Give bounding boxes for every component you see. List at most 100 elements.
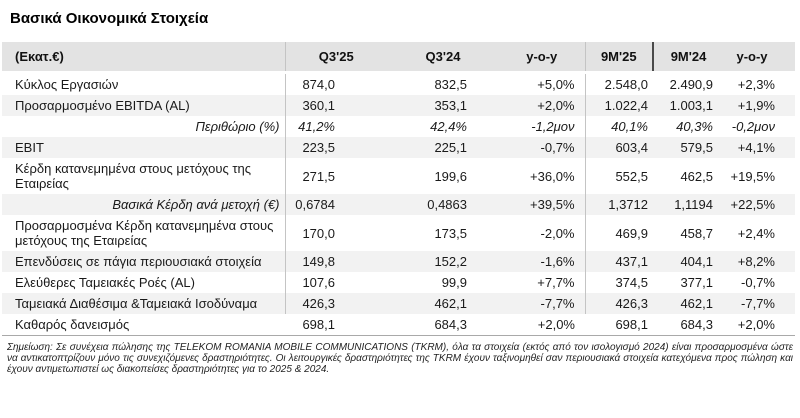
cell-q3-25: 426,3 bbox=[302, 296, 335, 311]
table-row: Κύκλος Εργασιών 874,0 832,5 +5,0% 2.548,… bbox=[2, 72, 795, 95]
table-header-row: (Εκατ.€) Q3'25 Q3'24 y-o-y 9M'25 9M'24 y… bbox=[2, 42, 795, 74]
footnote: Σημείωση: Σε συνέχεια πώλησης της TELEKO… bbox=[7, 342, 793, 375]
cell-q3-24: 684,3 bbox=[434, 317, 467, 332]
cell-q3-24: 353,1 bbox=[434, 98, 467, 113]
cell-q3-25: 0,6784 bbox=[295, 197, 335, 212]
cell-q3-25: 170,0 bbox=[302, 225, 335, 241]
cell-yoy-9m: +19,5% bbox=[730, 168, 775, 184]
row-label: Ταμειακά Διαθέσιμα &Ταμειακά Ισοδύναμα bbox=[2, 293, 286, 314]
cell-9m-24: 40,3% bbox=[676, 119, 713, 134]
cell-yoy-quarter: +5,0% bbox=[499, 72, 586, 95]
cell-yoy-quarter: +2,0% bbox=[499, 95, 586, 116]
col-header-unit: (Εκατ.€) bbox=[2, 42, 286, 74]
cell-yoy-quarter: -2,0% bbox=[499, 215, 586, 251]
cell-yoy-9m: +2,4% bbox=[737, 225, 775, 241]
row-label: Ελεύθερες Ταμειακές Ροές (AL) bbox=[2, 272, 286, 293]
col-header-9m-24: 9M'24 bbox=[653, 42, 723, 74]
cell-q3-24: 152,2 bbox=[434, 254, 467, 269]
cell-q3-24: 199,6 bbox=[434, 168, 467, 184]
table-body: Κύκλος Εργασιών 874,0 832,5 +5,0% 2.548,… bbox=[2, 72, 795, 336]
cell-q3-24: 225,1 bbox=[434, 140, 467, 155]
col-header-q3-25: Q3'25 bbox=[285, 42, 387, 74]
cell-yoy-quarter: -1,6% bbox=[499, 251, 586, 272]
cell-9m-24: 1.003,1 bbox=[669, 98, 713, 113]
cell-yoy-quarter: +39,5% bbox=[499, 194, 586, 215]
table-row: Βασικά Κέρδη ανά μετοχή (€) 0,6784 0,486… bbox=[2, 194, 795, 215]
cell-9m-25: 603,4 bbox=[615, 140, 648, 155]
cell-yoy-quarter: -7,7% bbox=[499, 293, 586, 314]
row-label: Καθαρός δανεισμός bbox=[15, 317, 130, 332]
cell-9m-25: 469,9 bbox=[615, 225, 648, 241]
table-row: Ταμειακά Διαθέσιμα &Ταμειακά Ισοδύναμα 4… bbox=[2, 293, 795, 314]
cell-9m-25: 1.022,4 bbox=[604, 98, 648, 113]
row-label: Προσαρμοσμένα Κέρδη κατανεμημένα στους μ… bbox=[2, 215, 286, 251]
col-header-yoy-quarter: y-o-y bbox=[499, 42, 586, 74]
row-label: Βασικά Κέρδη ανά μετοχή (€) bbox=[2, 194, 286, 215]
cell-9m-25: 1,3712 bbox=[608, 197, 648, 212]
cell-9m-24: 462,5 bbox=[680, 168, 713, 184]
row-label: Επενδύσεις σε πάγια περιουσιακά στοιχεία bbox=[2, 251, 286, 272]
cell-q3-25: 41,2% bbox=[298, 119, 335, 134]
col-header-q3-24: Q3'24 bbox=[387, 42, 499, 74]
cell-yoy-quarter: +7,7% bbox=[499, 272, 586, 293]
cell-q3-24: 832,5 bbox=[434, 77, 467, 92]
cell-9m-24: 377,1 bbox=[680, 275, 713, 290]
cell-yoy-9m: -0,7% bbox=[741, 275, 775, 290]
cell-yoy-9m: +2,3% bbox=[737, 77, 775, 92]
cell-yoy-9m: -7,7% bbox=[741, 296, 775, 311]
cell-yoy-9m: +2,0% bbox=[737, 317, 775, 332]
page-title: Βασικά Οικονομικά Στοιχεία bbox=[10, 10, 209, 27]
col-header-yoy-9m: y-o-y bbox=[723, 42, 795, 74]
table-row: Προσαρμοσμένα Κέρδη κατανεμημένα στους μ… bbox=[2, 215, 795, 251]
cell-q3-25: 360,1 bbox=[302, 98, 335, 113]
table-row: Περιθώριο (%) 41,2% 42,4% -1,2μον 40,1% … bbox=[2, 116, 795, 137]
table-row: Κέρδη κατανεμημένα στους μετόχους της Ετ… bbox=[2, 158, 795, 194]
cell-q3-24: 99,9 bbox=[441, 275, 467, 290]
table-row: EBIT 223,5 225,1 -0,7% 603,4 579,5 +4,1% bbox=[2, 137, 795, 158]
cell-yoy-9m: -0,2μον bbox=[731, 119, 775, 134]
cell-q3-24: 42,4% bbox=[430, 119, 467, 134]
cell-9m-24: 684,3 bbox=[680, 317, 713, 332]
cell-yoy-9m: +4,1% bbox=[737, 140, 775, 155]
table-row: Επενδύσεις σε πάγια περιουσιακά στοιχεία… bbox=[2, 251, 795, 272]
table-row: Ελεύθερες Ταμειακές Ροές (AL) 107,6 99,9… bbox=[2, 272, 795, 293]
cell-yoy-9m: +22,5% bbox=[730, 197, 775, 212]
row-label: Κύκλος Εργασιών bbox=[2, 72, 286, 95]
row-label: Προσαρμοσμένο EBITDA (AL) bbox=[2, 95, 286, 116]
cell-yoy-quarter: +2,0% bbox=[537, 317, 575, 332]
cell-9m-24: 462,1 bbox=[680, 296, 713, 311]
cell-9m-25: 374,5 bbox=[615, 275, 648, 290]
cell-q3-25: 874,0 bbox=[302, 77, 335, 92]
cell-9m-24: 2.490,9 bbox=[669, 77, 713, 92]
cell-yoy-quarter: -1,2μον bbox=[499, 116, 586, 137]
cell-9m-24: 579,5 bbox=[680, 140, 713, 155]
cell-9m-25: 698,1 bbox=[615, 317, 648, 332]
cell-q3-25: 223,5 bbox=[302, 140, 335, 155]
cell-9m-25: 2.548,0 bbox=[604, 77, 648, 92]
table-row: Καθαρός δανεισμός 698,1 684,3 +2,0% 698,… bbox=[2, 314, 795, 336]
cell-q3-24: 173,5 bbox=[434, 225, 467, 241]
cell-yoy-9m: +1,9% bbox=[737, 98, 775, 113]
cell-yoy-quarter: -0,7% bbox=[499, 137, 586, 158]
cell-9m-25: 552,5 bbox=[615, 168, 648, 184]
cell-q3-25: 149,8 bbox=[302, 254, 335, 269]
cell-q3-24: 0,4863 bbox=[427, 197, 467, 212]
cell-9m-25: 40,1% bbox=[611, 119, 648, 134]
cell-q3-24: 462,1 bbox=[434, 296, 467, 311]
cell-9m-24: 458,7 bbox=[680, 225, 713, 241]
cell-9m-25: 426,3 bbox=[615, 296, 648, 311]
col-header-9m-25: 9M'25 bbox=[585, 42, 654, 74]
cell-yoy-quarter: +36,0% bbox=[499, 158, 586, 194]
cell-9m-24: 404,1 bbox=[680, 254, 713, 269]
cell-q3-25: 271,5 bbox=[302, 168, 335, 184]
cell-q3-25: 698,1 bbox=[302, 317, 335, 332]
financial-table: (Εκατ.€) Q3'25 Q3'24 y-o-y 9M'25 9M'24 y… bbox=[2, 42, 795, 336]
cell-9m-24: 1,1194 bbox=[674, 197, 713, 212]
cell-yoy-9m: +8,2% bbox=[737, 254, 775, 269]
cell-q3-25: 107,6 bbox=[302, 275, 335, 290]
cell-9m-25: 437,1 bbox=[615, 254, 648, 269]
row-label: Κέρδη κατανεμημένα στους μετόχους της Ετ… bbox=[2, 158, 286, 194]
row-label: Περιθώριο (%) bbox=[2, 116, 286, 137]
row-label: EBIT bbox=[2, 137, 286, 158]
table-row: Προσαρμοσμένο EBITDA (AL) 360,1 353,1 +2… bbox=[2, 95, 795, 116]
